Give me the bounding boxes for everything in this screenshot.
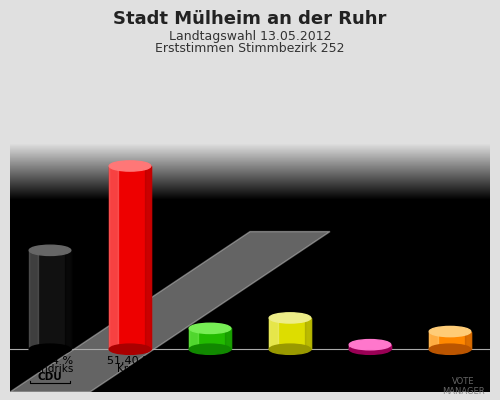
Polygon shape [10, 232, 330, 392]
Bar [384, 345, 391, 349]
Text: Kraft: Kraft [118, 364, 142, 374]
Text: Landtagswahl 13.05.2012: Landtagswahl 13.05.2012 [169, 30, 331, 43]
Text: 51,40 %: 51,40 % [107, 356, 153, 366]
Text: Pernau: Pernau [352, 364, 388, 374]
Text: CDU: CDU [38, 372, 62, 382]
Bar [429, 332, 438, 349]
Bar [349, 345, 358, 349]
Ellipse shape [429, 344, 471, 354]
Bar [29, 250, 38, 349]
Bar [224, 328, 231, 349]
Bar [189, 328, 231, 349]
Text: Mangen: Mangen [269, 364, 311, 374]
Bar [304, 318, 311, 349]
Ellipse shape [349, 344, 391, 354]
Text: Erststimmen Stimmbezirk 252: Erststimmen Stimmbezirk 252 [155, 42, 345, 55]
Text: Hendriks: Hendriks [27, 364, 73, 374]
Ellipse shape [109, 344, 151, 354]
Text: 27,74 %: 27,74 % [27, 356, 73, 366]
Ellipse shape [189, 323, 231, 334]
Ellipse shape [189, 344, 231, 354]
Bar [429, 332, 471, 349]
Ellipse shape [349, 340, 391, 350]
Text: PIRATEN: PIRATEN [425, 372, 475, 382]
Bar [64, 250, 71, 349]
Ellipse shape [429, 326, 471, 337]
Text: Stadt Mülheim an der Ruhr: Stadt Mülheim an der Ruhr [114, 10, 386, 28]
Text: GRÜNE: GRÜNE [190, 372, 230, 382]
Text: VOTE
MANAGER: VOTE MANAGER [442, 377, 485, 396]
Text: Steffens: Steffens [188, 364, 232, 374]
Text: 8,78 %: 8,78 % [270, 356, 310, 366]
Text: FDP: FDP [278, 372, 301, 382]
Bar [10, 144, 490, 155]
Text: Trojahn: Trojahn [431, 364, 469, 374]
Text: SPD: SPD [118, 372, 142, 382]
Text: 5,85 %: 5,85 % [190, 356, 230, 366]
Text: 1,27 %: 1,27 % [350, 356, 390, 366]
Bar [144, 166, 151, 349]
Ellipse shape [29, 344, 71, 354]
Bar [109, 166, 151, 349]
Bar [109, 166, 118, 349]
Text: DIE LINKE: DIE LINKE [341, 372, 399, 382]
Bar [349, 345, 391, 349]
Ellipse shape [269, 313, 311, 323]
Bar [269, 318, 311, 349]
Text: 4,96 %: 4,96 % [430, 356, 470, 366]
Ellipse shape [269, 344, 311, 354]
Bar [269, 318, 278, 349]
Ellipse shape [109, 161, 151, 171]
Bar [29, 250, 71, 349]
Bar [189, 328, 198, 349]
Bar [464, 332, 471, 349]
Ellipse shape [29, 245, 71, 256]
